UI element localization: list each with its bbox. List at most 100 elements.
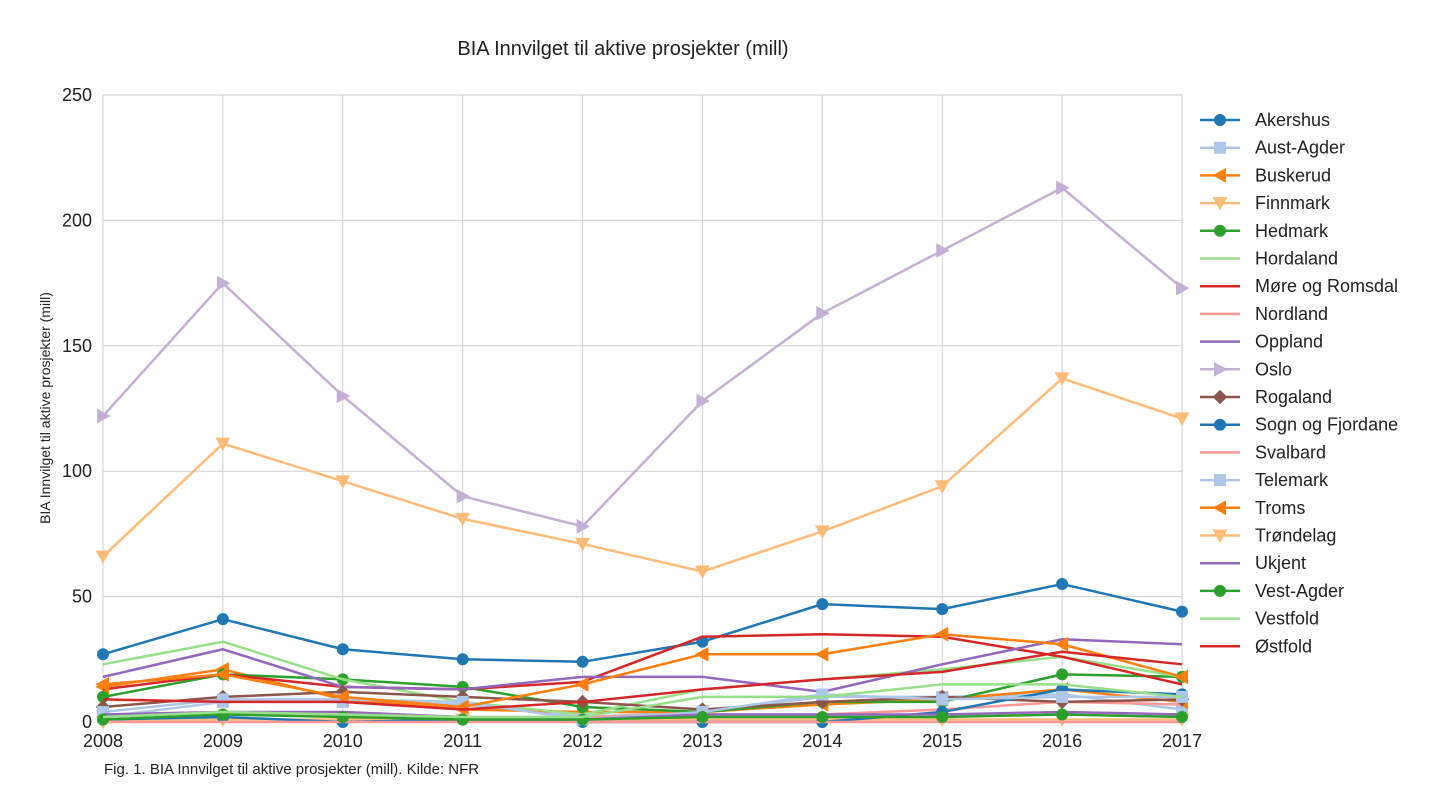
- legend-item: Finnmark: [1200, 193, 1331, 213]
- legend-label: Vest-Agder: [1255, 581, 1344, 601]
- legend-item: Møre og Romsdal: [1200, 276, 1398, 296]
- data-point: [1056, 690, 1069, 703]
- data-point: [97, 648, 109, 661]
- legend-marker: [1212, 529, 1228, 544]
- data-point: [576, 519, 591, 534]
- x-tick-label: 2014: [802, 731, 842, 751]
- y-tick-label: 200: [62, 210, 92, 230]
- data-point: [1176, 710, 1188, 723]
- x-tick-label: 2011: [443, 731, 482, 751]
- legend-item: Ukjent: [1200, 553, 1306, 573]
- legend-item: Hedmark: [1200, 221, 1329, 241]
- legend-item: Buskerud: [1200, 165, 1331, 185]
- data-point: [936, 243, 950, 258]
- legend-item: Hordaland: [1200, 249, 1338, 269]
- legend-label: Ukjent: [1255, 553, 1306, 573]
- legend-item: Troms: [1200, 498, 1305, 518]
- series-trøndelag: [95, 372, 1190, 580]
- data-point: [216, 275, 231, 291]
- data-point: [934, 626, 949, 642]
- series-line: [102, 713, 1183, 721]
- legend-item: Akershus: [1200, 110, 1330, 130]
- legend-marker: [1214, 474, 1226, 487]
- data-point: [1056, 180, 1070, 196]
- data-point: [215, 437, 231, 452]
- legend-label: Nordland: [1255, 304, 1328, 324]
- series-line: [102, 710, 1183, 721]
- data-point: [456, 653, 469, 666]
- legend-item: Oppland: [1200, 332, 1323, 352]
- data-point: [216, 613, 229, 626]
- legend-marker: [1214, 114, 1226, 126]
- data-point: [936, 693, 949, 706]
- plot-area-border: [102, 94, 1183, 723]
- data-point: [816, 688, 829, 701]
- legend-item: Nordland: [1200, 304, 1328, 324]
- legend-marker: [1214, 418, 1226, 431]
- data-point: [1176, 605, 1188, 618]
- y-tick-label: 250: [62, 85, 92, 105]
- x-tick-label: 2009: [203, 731, 243, 751]
- legend-label: Aust-Agder: [1255, 138, 1345, 158]
- y-tick-label: 150: [62, 336, 92, 356]
- legend-item: Sogn og Fjordane: [1200, 415, 1398, 435]
- data-point: [1054, 372, 1070, 386]
- data-point: [1056, 708, 1069, 721]
- series-line: [102, 650, 1183, 711]
- data-point: [1056, 578, 1069, 591]
- data-point: [1054, 636, 1069, 652]
- data-point: [456, 488, 471, 504]
- series-ukjent: [102, 710, 1183, 721]
- data-point: [694, 646, 709, 662]
- legend-item: Rogaland: [1200, 387, 1332, 407]
- series-line: [102, 683, 1183, 719]
- legend-item: Telemark: [1200, 470, 1329, 490]
- x-axis-ticks: 2008 2009 2010 2011 2012 2013 2014 2015 2016 2017: [83, 731, 1202, 751]
- legend-label: Trøndelag: [1255, 526, 1336, 546]
- legend-label: Troms: [1255, 498, 1305, 518]
- data-point: [1174, 669, 1188, 685]
- legend-label: Rogaland: [1255, 387, 1332, 407]
- legend-marker: [1212, 168, 1226, 183]
- legend-item: Svalbard: [1200, 442, 1326, 462]
- series-line: [102, 632, 1183, 691]
- x-tick-label: 2015: [922, 731, 962, 751]
- legend-label: Buskerud: [1255, 165, 1331, 185]
- series-line: [102, 637, 1183, 694]
- legend-label: Hedmark: [1255, 221, 1329, 241]
- data-point: [216, 708, 229, 721]
- data-point: [575, 677, 589, 692]
- data-point: [95, 550, 111, 565]
- series-line: [102, 186, 1183, 528]
- data-point: [814, 646, 829, 662]
- legend-item: Aust-Agder: [1200, 138, 1345, 158]
- data-point: [97, 408, 111, 424]
- legend-label: Svalbard: [1255, 442, 1326, 462]
- legend-label: Telemark: [1255, 470, 1329, 490]
- legend-marker: [1214, 361, 1228, 377]
- grid: [102, 94, 1183, 723]
- series-oslo: [97, 180, 1190, 534]
- legend-item: Vest-Agder: [1200, 581, 1344, 601]
- legend-item: Østfold: [1200, 636, 1312, 656]
- y-axis-ticks: 0 50 100 150 200 250: [62, 85, 92, 732]
- data-point: [335, 689, 349, 705]
- legend-label: Vestfold: [1255, 609, 1319, 629]
- y-tick-label: 0: [82, 712, 92, 732]
- figure-caption: Fig. 1. BIA Innvilget til aktive prosjek…: [104, 761, 480, 778]
- x-tick-label: 2017: [1162, 731, 1202, 751]
- x-tick-label: 2010: [323, 731, 363, 751]
- legend-label: Hordaland: [1255, 249, 1338, 269]
- data-point: [336, 643, 349, 656]
- data-point: [215, 667, 229, 682]
- data-point: [576, 655, 589, 668]
- legend-label: Oslo: [1255, 359, 1292, 379]
- y-tick-label: 50: [72, 587, 92, 607]
- data-point: [95, 677, 109, 692]
- legend-item: Oslo: [1200, 359, 1292, 379]
- x-tick-label: 2012: [563, 731, 603, 751]
- legend-label: Møre og Romsdal: [1255, 276, 1398, 296]
- data-point: [1056, 668, 1069, 681]
- series-line: [102, 693, 1182, 721]
- series-line: [102, 377, 1183, 573]
